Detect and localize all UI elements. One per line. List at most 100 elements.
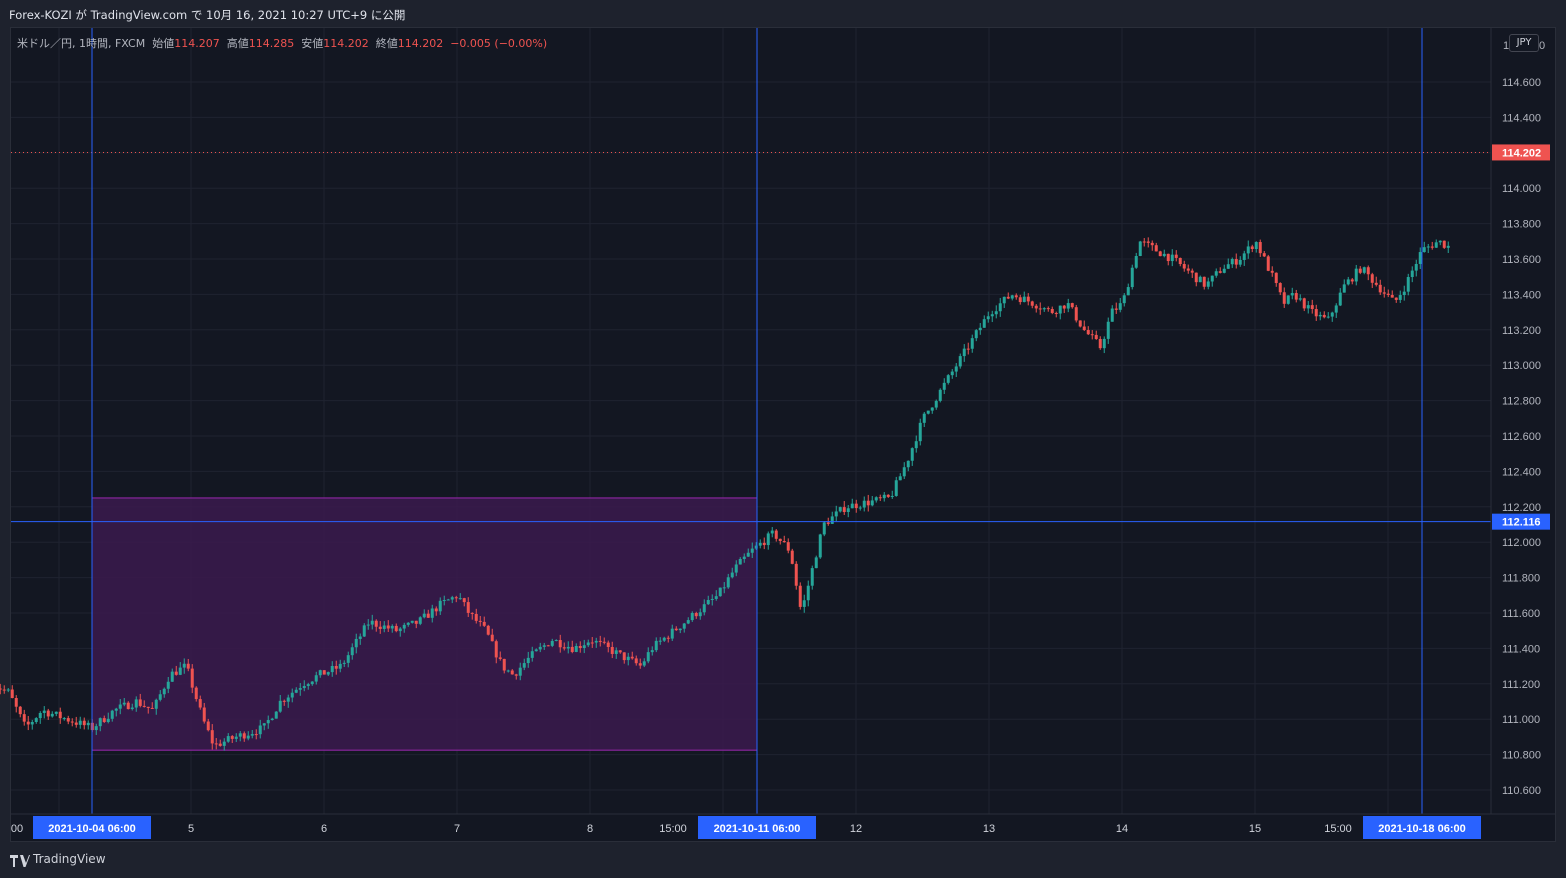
candle: [502, 658, 506, 674]
candle: [1346, 276, 1350, 286]
candle: [922, 411, 926, 428]
candle: [1202, 276, 1206, 290]
price-axis[interactable]: 110.600 110.800 111.000 111.200 111.400 111.6…: [1502, 77, 1541, 797]
candle: [1418, 247, 1422, 270]
candle: [1354, 264, 1358, 286]
candle: [226, 733, 230, 743]
candles: [0, 237, 1450, 751]
candle: [1006, 292, 1010, 300]
candle: [1126, 283, 1130, 296]
candle: [1246, 240, 1250, 259]
candle: [294, 687, 298, 694]
candle: [450, 595, 454, 604]
candle: [818, 533, 822, 559]
candle: [146, 706, 150, 714]
candle: [418, 616, 422, 626]
time-tick-label: 15:00: [659, 823, 687, 835]
candle: [258, 719, 262, 739]
candle: [138, 693, 142, 708]
price-tick-label: 112.400: [1502, 466, 1541, 478]
close-value: 114.202: [397, 37, 444, 50]
candle: [1186, 264, 1190, 274]
candle: [362, 623, 366, 637]
candle: [1382, 286, 1386, 298]
candle: [1446, 241, 1450, 253]
candle: [98, 717, 102, 732]
time-highlight-bg: [1363, 816, 1481, 839]
candle: [690, 611, 694, 622]
symbol-label[interactable]: 米ドル／円, 1時間, FXCM: [17, 37, 146, 50]
candle: [1090, 330, 1094, 340]
candle: [1290, 287, 1294, 300]
candle: [810, 565, 814, 590]
vertical-markers[interactable]: [91, 28, 1423, 814]
candle: [410, 620, 414, 624]
candle: [478, 615, 482, 627]
candle: [746, 548, 750, 557]
candle: [1198, 275, 1202, 283]
time-tick-label: 7: [454, 823, 460, 835]
price-tick-label: 111.400: [1502, 643, 1540, 655]
candle: [1370, 272, 1374, 288]
candle: [202, 702, 206, 724]
candle: [514, 673, 518, 680]
candle: [650, 646, 654, 656]
candle: [1282, 287, 1286, 308]
candle: [874, 496, 878, 503]
candle: [158, 690, 162, 702]
candle: [1350, 278, 1354, 285]
low-label: 安値: [301, 37, 324, 50]
candle: [314, 671, 318, 685]
candle: [974, 329, 978, 342]
candle: [962, 344, 966, 362]
price-tick-label: 112.600: [1502, 431, 1541, 443]
candle: [1342, 279, 1346, 293]
candle: [1374, 276, 1378, 287]
candle: [850, 498, 854, 509]
time-highlight-bg: [33, 816, 151, 839]
currency-button[interactable]: JPY: [1509, 34, 1539, 52]
candle: [322, 670, 326, 675]
candle: [846, 505, 850, 518]
candle: [34, 717, 38, 724]
candle: [458, 593, 462, 600]
candle: [1402, 285, 1406, 301]
candle: [1134, 252, 1138, 269]
candle: [254, 729, 258, 740]
high-value: 114.285: [248, 37, 295, 50]
candle: [1386, 289, 1390, 298]
candle: [670, 624, 674, 641]
candle: [1334, 303, 1338, 318]
range-zone[interactable]: [91, 497, 758, 751]
price-tick-label: 110.600: [1502, 785, 1541, 797]
candle: [570, 640, 574, 654]
candle: [262, 723, 266, 731]
candle: [94, 723, 98, 735]
candle: [354, 633, 358, 654]
candle: [530, 646, 534, 662]
candle: [990, 310, 994, 323]
candle: [526, 651, 530, 668]
footer-bar: TradingView: [0, 842, 1566, 878]
candle: [1434, 239, 1438, 248]
candle: [26, 715, 30, 731]
candle: [754, 542, 758, 550]
candle: [610, 641, 614, 659]
brand-label[interactable]: TradingView: [33, 852, 106, 866]
change-value: −0.005 (−0.00%): [450, 37, 548, 50]
candle: [1114, 302, 1118, 314]
candle: [470, 612, 474, 620]
candle: [722, 582, 726, 594]
candle: [802, 594, 806, 613]
time-axis[interactable]: 00 5 6 7 8 15:00 12 13 14 15 15:00 2021-10-04 06:00…: [11, 816, 1481, 839]
candle: [982, 315, 986, 328]
candle: [1138, 240, 1142, 257]
price-tick-label: 111.600: [1502, 608, 1540, 620]
candle: [370, 614, 374, 630]
candle: [374, 619, 378, 632]
candle: [814, 555, 818, 569]
tradingview-logo-icon[interactable]: [10, 855, 30, 867]
price-tick-label: 114.600: [1502, 77, 1541, 89]
candle: [1306, 301, 1310, 314]
